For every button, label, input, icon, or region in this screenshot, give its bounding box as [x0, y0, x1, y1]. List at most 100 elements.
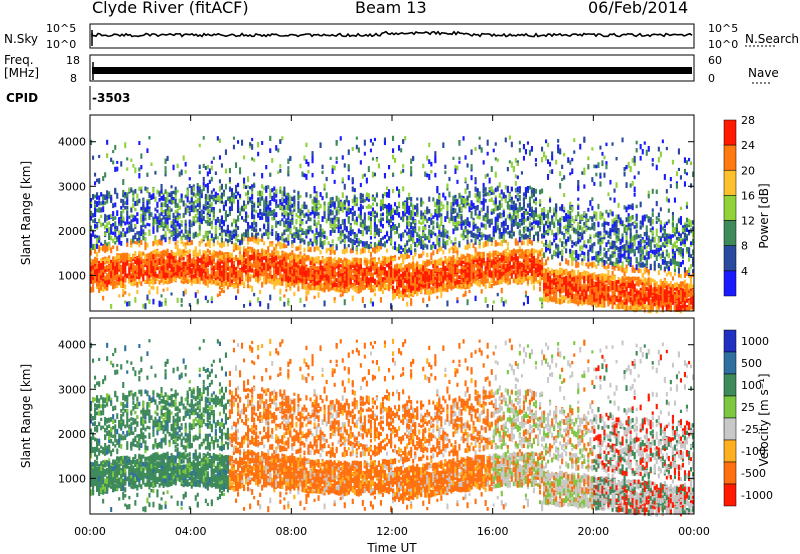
power-cell: [215, 263, 217, 266]
power-cell: [316, 272, 318, 277]
power-cell: [154, 266, 156, 272]
power-cell: [167, 218, 169, 224]
power-cell: [340, 241, 342, 244]
power-cell: [173, 237, 175, 241]
power-cell: [376, 229, 378, 234]
power-cell: [207, 300, 209, 303]
power-cell: [189, 260, 191, 263]
power-cell: [326, 192, 328, 198]
power-cell: [132, 197, 134, 202]
power-cell: [185, 170, 187, 173]
power-cell: [245, 261, 247, 264]
power-cell: [352, 206, 354, 211]
power-cell: [229, 206, 231, 211]
power-cell: [163, 226, 165, 229]
power-cell: [140, 207, 142, 210]
power-cell: [392, 136, 394, 141]
power-cell: [378, 267, 380, 271]
power-cell: [297, 283, 299, 286]
power-cell: [374, 138, 376, 141]
power-cell: [207, 262, 209, 268]
power-cell: [374, 285, 376, 289]
power-cell: [227, 197, 229, 202]
power-cell: [265, 201, 267, 206]
power-cell: [324, 207, 326, 211]
power-cell: [156, 202, 158, 206]
power-cell: [386, 192, 388, 198]
power-cell: [316, 286, 318, 290]
power-cell: [291, 204, 293, 208]
power-cell: [161, 196, 163, 201]
power-cell: [261, 263, 263, 266]
power-cell: [136, 290, 138, 294]
power-cell: [269, 200, 271, 205]
power-cell: [167, 274, 169, 278]
power-cell: [197, 258, 199, 264]
power-cell: [108, 265, 110, 270]
noise-sky-trace: [92, 32, 692, 37]
power-cell: [326, 248, 328, 253]
power-cell: [338, 237, 340, 241]
power-cell: [104, 214, 106, 217]
power-cell: [346, 198, 348, 203]
power-cell: [245, 192, 247, 196]
power-cell: [245, 233, 247, 238]
power-cell: [134, 167, 136, 173]
power-cell: [150, 213, 152, 217]
power-cell: [94, 279, 96, 283]
power-cell: [243, 282, 245, 288]
power-cell: [348, 149, 350, 155]
power-cell: [271, 231, 273, 236]
power-cell: [245, 219, 247, 223]
power-cell: [368, 268, 370, 272]
power-cell: [267, 253, 269, 259]
power-cell: [167, 198, 169, 203]
power-cell: [165, 269, 167, 273]
power-cell: [275, 256, 277, 260]
power-cell: [332, 210, 334, 215]
power-cell: [310, 267, 312, 272]
power-cell: [124, 277, 126, 282]
power-cell: [390, 285, 392, 288]
power-cell: [291, 269, 293, 274]
power-cell: [191, 207, 193, 212]
power-cell: [193, 259, 195, 263]
power-cell: [261, 191, 263, 196]
power-cell: [130, 282, 132, 285]
power-cell: [249, 249, 251, 253]
power-cell: [142, 276, 144, 282]
power-cell: [150, 279, 152, 285]
power-cell: [364, 304, 366, 308]
power-cell: [368, 166, 370, 172]
power-cell: [267, 246, 269, 250]
power-cell: [154, 240, 156, 245]
power-cell: [171, 232, 173, 236]
power-cell: [344, 200, 346, 204]
power-cell: [173, 277, 175, 281]
power-cell: [307, 257, 309, 260]
power-cell: [185, 207, 187, 212]
power-cell: [366, 241, 368, 245]
power-cell: [134, 189, 136, 194]
power-cell: [199, 211, 201, 217]
power-cell: [114, 188, 116, 194]
power-cell: [235, 162, 237, 168]
power-cell: [263, 256, 265, 260]
power-cell: [161, 222, 163, 228]
power-cell: [116, 281, 118, 285]
power-cell: [227, 273, 229, 278]
power-cell: [98, 267, 100, 271]
power-cell: [322, 275, 324, 280]
power-cell: [118, 255, 120, 259]
power-cell: [130, 158, 132, 162]
power-cell: [100, 276, 102, 280]
power-cell: [148, 136, 150, 139]
power-cell: [354, 211, 356, 216]
power-cell: [283, 230, 285, 236]
power-cell: [175, 219, 177, 223]
power-cell: [146, 261, 148, 265]
power-cell: [253, 184, 255, 187]
power-cell: [138, 270, 140, 275]
power-cell: [124, 192, 126, 195]
power-cell: [263, 277, 265, 283]
